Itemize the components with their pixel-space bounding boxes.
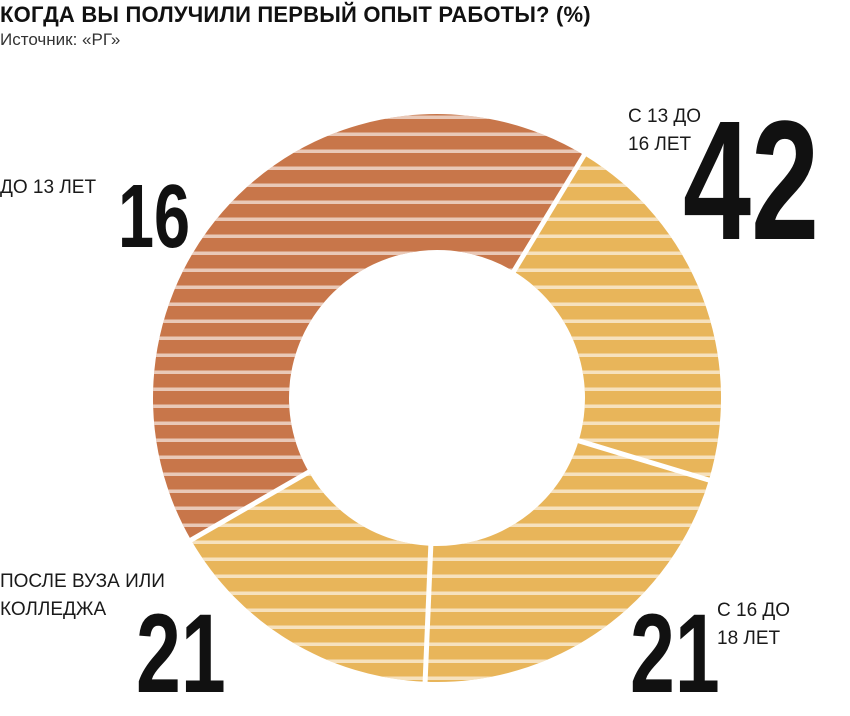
slice-separator-2 <box>576 437 712 484</box>
chart-title: КОГДА ВЫ ПОЛУЧИЛИ ПЕРВЫЙ ОПЫТ РАБОТЫ? (%… <box>0 2 591 27</box>
donut-slice-stripes-2 <box>425 440 709 682</box>
donut-slice-stripes-3 <box>191 472 431 682</box>
value-after-university: 21 <box>136 591 226 716</box>
label-under-13: ДО 13 ЛЕТ <box>0 177 97 198</box>
value-13-16: 42 <box>683 86 820 276</box>
label-13-16: С 13 ДО 16 ЛЕТ <box>628 106 702 155</box>
value-16-18: 21 <box>630 591 720 716</box>
donut-slice-stripes-0 <box>152 113 585 540</box>
value-under-13: 16 <box>118 167 191 267</box>
label-16-18: С 16 ДО 18 ЛЕТ <box>717 600 791 649</box>
chart-source: Источник: «РГ» <box>0 30 121 49</box>
slice-separator-0 <box>188 468 312 544</box>
donut-slice-stripes-1 <box>513 155 721 481</box>
donut-chart <box>152 113 721 684</box>
slice-separator-1 <box>510 152 588 275</box>
label-after-university: ПОСЛЕ ВУЗА ИЛИ КОЛЛЕДЖА <box>0 571 165 620</box>
slice-separator-3 <box>422 543 434 684</box>
